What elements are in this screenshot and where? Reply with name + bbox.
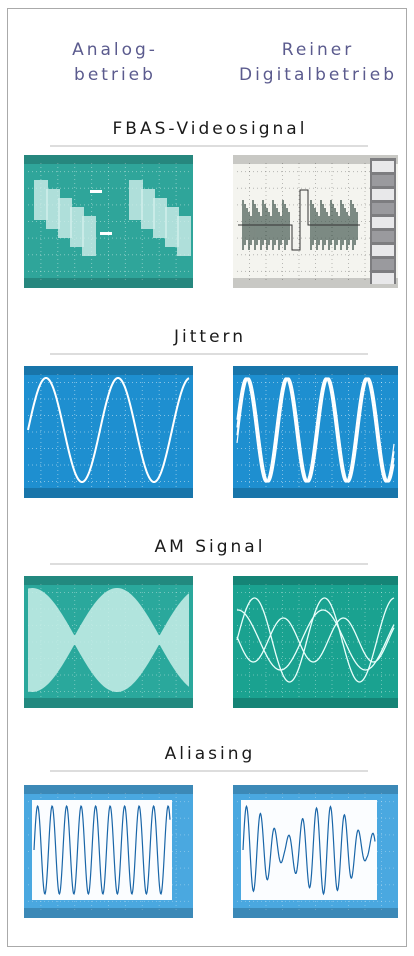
scope-screen: [24, 366, 193, 498]
sine-trace: [33, 804, 171, 896]
sync-pulse: [100, 232, 112, 235]
screen-bar: [24, 698, 193, 708]
screen-bar: [233, 785, 398, 794]
screen-bar: [24, 278, 193, 288]
column-heading: Digitalbetrieb: [239, 65, 397, 85]
scope-screen: [24, 576, 193, 708]
video-block: [153, 198, 167, 238]
sine-trace: [236, 597, 395, 683]
video-block: [177, 216, 191, 256]
column-heading: betrieb: [74, 65, 156, 85]
menu-item: [372, 189, 394, 200]
menu-item: [372, 245, 394, 256]
screen-bar: [233, 155, 398, 164]
menu-item: [372, 161, 394, 172]
frame: [7, 8, 407, 947]
screen-bar: [233, 908, 398, 918]
screen-bar: [24, 785, 193, 794]
video-block: [82, 216, 96, 256]
screen-bar: [233, 698, 398, 708]
sine-trace: [236, 377, 395, 483]
menu-item: [372, 217, 394, 228]
menu-item: [372, 203, 394, 214]
video-block: [70, 207, 84, 247]
section-title: FBAS-Videosignal: [113, 119, 308, 139]
sine-trace: [236, 617, 395, 663]
screen-bar: [24, 366, 193, 375]
screen-bar: [24, 576, 193, 585]
scope-screen: [24, 155, 193, 288]
scope-screen: [233, 155, 398, 288]
video-block: [141, 189, 155, 229]
screen-bar: [233, 488, 398, 498]
plot-area: [32, 800, 172, 900]
screen-bar: [24, 908, 193, 918]
screen-bar: [233, 278, 398, 288]
scope-screen: [233, 366, 398, 498]
menu-item: [372, 273, 394, 284]
section-title: Jittern: [173, 327, 246, 347]
video-block: [129, 180, 143, 220]
section-title: Aliasing: [165, 744, 256, 764]
screen-bar: [233, 576, 398, 585]
video-block: [165, 207, 179, 247]
menu-item: [372, 259, 394, 270]
am-envelope: [28, 588, 189, 692]
video-block: [58, 198, 72, 238]
screen-bar: [24, 488, 193, 498]
sine-trace: [236, 377, 395, 483]
screen-bar: [24, 155, 193, 164]
menu-item: [372, 231, 394, 242]
column-heading: Analog-: [72, 40, 158, 60]
menu-item: [372, 175, 394, 186]
sync-trace: [238, 189, 360, 251]
video-block: [34, 180, 48, 220]
scope-screen: [233, 576, 398, 708]
scope-screen: [233, 785, 398, 918]
sine-trace: [242, 804, 376, 896]
screen-bar: [233, 366, 398, 375]
sync-pulse: [90, 190, 102, 193]
section-title: AM Signal: [155, 537, 266, 557]
column-heading: Reiner: [282, 40, 354, 60]
sine-trace: [27, 377, 190, 483]
scope-screen: [24, 785, 193, 918]
video-block: [46, 189, 60, 229]
sine-trace: [236, 609, 395, 671]
